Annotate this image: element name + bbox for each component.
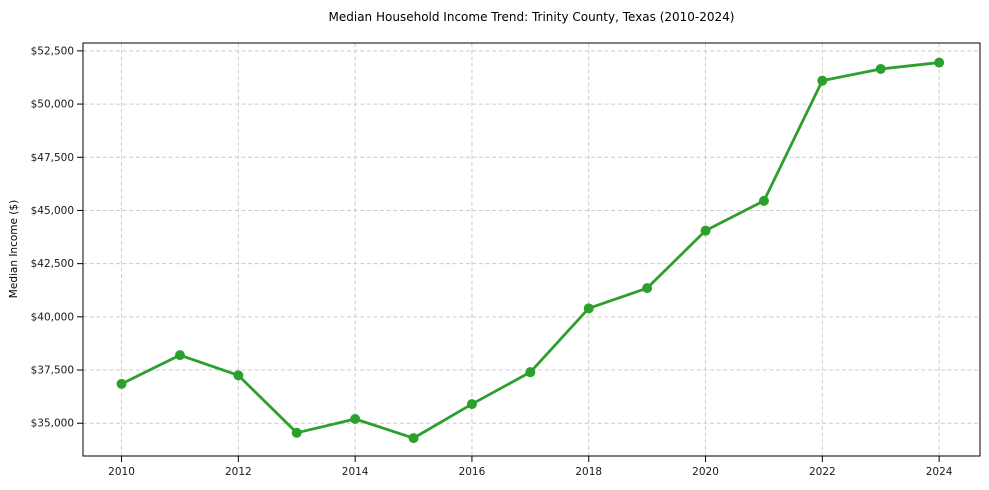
x-tick-label: 2014	[342, 466, 369, 478]
y-tick-label: $42,500	[31, 258, 74, 270]
data-point-marker	[350, 413, 361, 424]
data-point-marker	[583, 303, 594, 314]
data-point-marker	[525, 367, 536, 378]
data-point-marker	[466, 399, 477, 410]
x-tick-label: 2010	[108, 466, 135, 478]
data-point-marker	[116, 378, 127, 389]
chart-title: Median Household Income Trend: Trinity C…	[328, 10, 735, 24]
y-tick-label: $37,500	[31, 365, 74, 377]
data-point-marker	[233, 370, 244, 381]
y-tick-label: $52,500	[31, 45, 74, 57]
data-point-marker	[174, 350, 185, 361]
data-point-marker	[875, 63, 886, 74]
y-tick-label: $35,000	[31, 418, 74, 430]
x-tick-label: 2016	[459, 466, 486, 478]
data-point-marker	[291, 427, 302, 438]
data-point-marker	[700, 225, 711, 236]
x-tick-label: 2020	[692, 466, 719, 478]
y-tick-label: $45,000	[31, 205, 74, 217]
income-trend-line	[120, 61, 941, 440]
x-tick-label: 2024	[926, 466, 953, 478]
data-point-marker	[934, 57, 945, 68]
x-tick-label: 2012	[225, 466, 252, 478]
data-point-marker	[817, 75, 828, 86]
y-tick-label: $50,000	[31, 99, 74, 111]
y-tick-label: $47,500	[31, 152, 74, 164]
data-point-marker	[758, 195, 769, 206]
data-point-marker	[408, 433, 419, 444]
plot-border	[82, 42, 981, 457]
y-tick-label: $40,000	[31, 311, 74, 323]
x-tick-label: 2018	[575, 466, 602, 478]
x-tick-label: 2022	[809, 466, 836, 478]
data-point-marker	[642, 283, 653, 294]
